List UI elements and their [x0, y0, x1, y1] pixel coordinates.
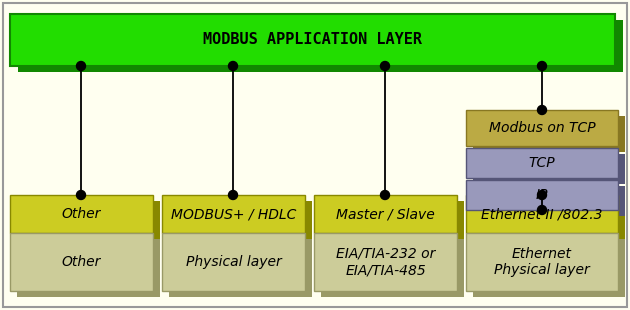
Circle shape [381, 61, 389, 70]
Text: Ethernet II /802.3: Ethernet II /802.3 [481, 207, 603, 221]
Bar [17, 239, 160, 297]
Bar [321, 239, 464, 297]
Circle shape [229, 61, 238, 70]
Text: Other: Other [62, 255, 101, 269]
Bar [473, 201, 625, 239]
Circle shape [537, 206, 546, 215]
Text: IP: IP [536, 188, 548, 202]
Bar [466, 233, 618, 291]
Bar [10, 195, 153, 233]
Circle shape [229, 191, 238, 200]
Bar [466, 110, 618, 146]
Text: MODBUS APPLICATION LAYER: MODBUS APPLICATION LAYER [203, 33, 422, 47]
Circle shape [537, 105, 546, 114]
Circle shape [76, 61, 86, 70]
Bar [473, 154, 625, 184]
Text: TCP: TCP [529, 156, 555, 170]
Text: EIA/TIA-232 or
EIA/TIA-485: EIA/TIA-232 or EIA/TIA-485 [336, 247, 435, 277]
Circle shape [381, 191, 389, 200]
Bar [321, 201, 464, 239]
Text: MODBUS+ / HDLC: MODBUS+ / HDLC [171, 207, 296, 221]
Bar [466, 195, 618, 233]
Text: Ethernet
Physical layer: Ethernet Physical layer [494, 247, 590, 277]
Text: Other: Other [62, 207, 101, 221]
Bar [473, 186, 625, 216]
Circle shape [537, 191, 546, 200]
Bar [473, 116, 625, 152]
Text: Physical layer: Physical layer [186, 255, 282, 269]
Bar [466, 148, 618, 178]
Bar [18, 20, 623, 72]
Bar [466, 180, 618, 210]
Bar [169, 201, 312, 239]
Bar [162, 195, 305, 233]
Text: Modbus on TCP: Modbus on TCP [489, 121, 595, 135]
Bar [473, 239, 625, 297]
Circle shape [537, 61, 546, 70]
Bar [17, 201, 160, 239]
Bar [314, 233, 457, 291]
Bar [10, 233, 153, 291]
Bar [169, 239, 312, 297]
Circle shape [76, 191, 86, 200]
Bar [162, 233, 305, 291]
Text: Master / Slave: Master / Slave [336, 207, 435, 221]
Bar [10, 14, 615, 66]
Bar [314, 195, 457, 233]
